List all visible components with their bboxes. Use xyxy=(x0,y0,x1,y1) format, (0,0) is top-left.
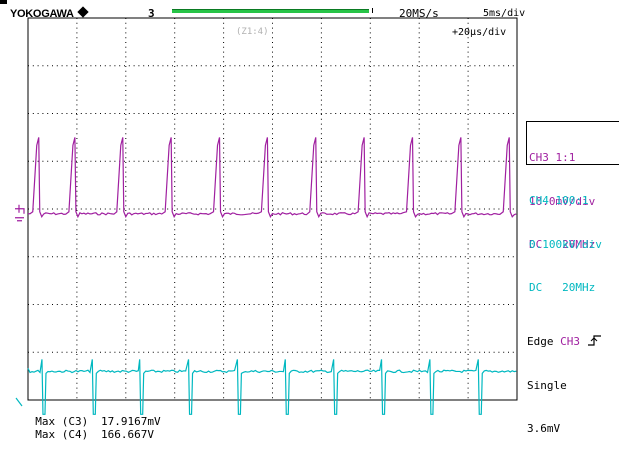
ch3-ground-symbol-icon xyxy=(15,217,24,222)
trigger-mode: Single xyxy=(527,378,567,392)
ch4-title: CH4 100:1 xyxy=(529,194,589,207)
trigger-level: 3.6mV xyxy=(527,422,561,435)
time-per-div: 5ms/div xyxy=(483,8,526,19)
ch3-coupling-row: DC 20MHz xyxy=(529,238,595,253)
trigger-info[interactable]: Edge CH3 Single 3.6mV xyxy=(527,305,603,451)
measurement-row-c3: Max (C3) 17.9167mV xyxy=(22,404,160,428)
trigger-count: 3 xyxy=(148,7,155,20)
ch3-active-frame xyxy=(526,121,619,165)
ch3-bandwidth: 20MHz xyxy=(562,238,596,251)
brand-logo: YOKOGAWA xyxy=(10,6,89,20)
ch4-scale: 0.100kV/div xyxy=(529,237,602,251)
measurement-label: Max (C3) xyxy=(35,415,89,428)
record-position-indicator xyxy=(172,8,373,13)
ch3-coupling: DC xyxy=(529,238,543,251)
trigger-row: Edge CH3 xyxy=(527,334,603,350)
measurement-value: 17.9167mV xyxy=(101,415,161,428)
zoom-label: (Z1:4) xyxy=(236,27,269,37)
ch4-bandwidth: 20MHz xyxy=(562,281,596,294)
ch4-trace xyxy=(27,359,517,415)
measurement-value: 166.667V xyxy=(101,428,154,441)
ch3-title: CH3 1:1 xyxy=(529,151,576,164)
sample-rate: 20MS/s xyxy=(399,7,439,20)
corner-marker xyxy=(0,0,7,4)
ch3-ground-marker-icon xyxy=(15,204,25,214)
graticule-frame xyxy=(27,17,518,401)
scope-display xyxy=(15,17,518,415)
ch4-coupling-row: DC 20MHz xyxy=(529,281,602,296)
trigger-type: Edge xyxy=(527,335,554,348)
ch3-scale: 10.0mV/div xyxy=(529,194,596,208)
ch3-trace xyxy=(27,137,517,219)
record-position-bar xyxy=(172,9,369,13)
ch4-info[interactable]: CH4 100:1 0.100kV/div DC 20MHz xyxy=(529,165,602,310)
ch4-coupling: DC xyxy=(529,281,543,294)
trigger-source: CH3 xyxy=(560,335,580,348)
ch3-info[interactable]: CH3 1:1 10.0mV/div DC 20MHz xyxy=(529,122,595,267)
measurement-label: Max (C4) xyxy=(35,428,89,441)
rising-edge-icon xyxy=(587,335,601,346)
ch4-ground-marker-icon xyxy=(15,397,23,407)
measurement-row-c4: Max (C4) 166.667V xyxy=(22,417,154,441)
zoom-time-per-div: +20μs/div xyxy=(452,27,507,38)
